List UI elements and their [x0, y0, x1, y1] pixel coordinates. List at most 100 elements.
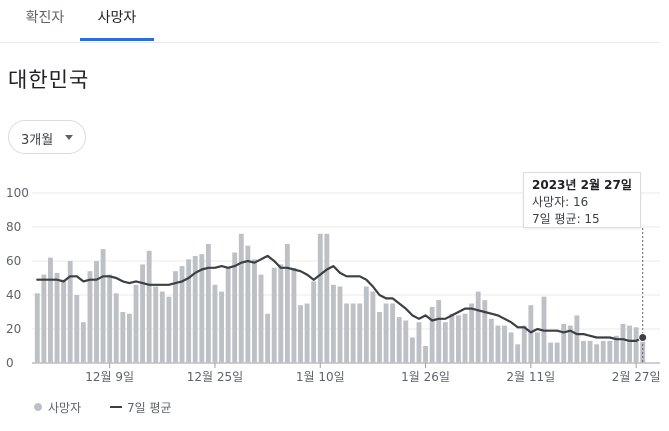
death-bar[interactable] — [74, 295, 80, 363]
death-bar[interactable] — [186, 259, 192, 363]
death-bar[interactable] — [469, 303, 475, 364]
death-bar[interactable] — [574, 315, 580, 363]
death-bar[interactable] — [449, 313, 455, 363]
death-bar[interactable] — [94, 261, 99, 363]
death-bar[interactable] — [298, 305, 303, 363]
death-bar[interactable] — [495, 325, 501, 363]
death-bar[interactable] — [528, 305, 534, 363]
death-bar[interactable] — [100, 249, 106, 363]
death-bar[interactable] — [521, 325, 527, 363]
death-bar[interactable] — [258, 274, 264, 363]
death-bar[interactable] — [232, 252, 238, 364]
death-bar[interactable] — [212, 284, 218, 363]
death-bar[interactable] — [416, 322, 422, 363]
death-bar[interactable] — [311, 281, 317, 363]
death-bar[interactable] — [271, 267, 277, 363]
death-bar[interactable] — [87, 271, 93, 363]
death-bar[interactable] — [54, 272, 60, 363]
death-bar[interactable] — [436, 300, 442, 363]
death-bar[interactable] — [252, 259, 257, 363]
death-bar[interactable] — [515, 344, 521, 363]
death-bar[interactable] — [488, 318, 494, 363]
death-bar[interactable] — [633, 327, 639, 363]
death-bar[interactable] — [120, 312, 126, 363]
death-bar[interactable] — [344, 303, 350, 364]
death-bar[interactable] — [107, 274, 113, 363]
death-bar[interactable] — [173, 271, 178, 363]
tab-confirmed-cases[interactable]: 확진자 — [25, 10, 65, 26]
death-bar[interactable] — [278, 264, 284, 363]
death-bar[interactable] — [594, 344, 600, 363]
death-bar[interactable] — [620, 323, 626, 363]
death-bar[interactable] — [377, 312, 382, 363]
death-bar[interactable] — [587, 340, 593, 363]
death-bar[interactable] — [502, 325, 507, 363]
death-bar[interactable] — [219, 291, 224, 363]
death-bar[interactable] — [548, 342, 554, 363]
death-bar[interactable] — [153, 286, 159, 364]
death-bar[interactable] — [192, 255, 198, 363]
death-bar[interactable] — [581, 340, 586, 363]
death-bar[interactable] — [113, 293, 119, 363]
death-bar[interactable] — [330, 284, 336, 363]
death-bar[interactable] — [396, 317, 402, 363]
death-bar[interactable] — [284, 244, 290, 363]
x-tick-label: 12월 25일 — [187, 370, 243, 384]
death-bar[interactable] — [561, 323, 567, 363]
death-bar[interactable] — [126, 313, 132, 363]
death-bar[interactable] — [265, 313, 271, 363]
death-bar[interactable] — [462, 313, 468, 363]
death-bar[interactable] — [383, 303, 389, 364]
death-bar[interactable] — [456, 315, 461, 363]
death-bar[interactable] — [337, 286, 343, 364]
time-range-dropdown[interactable]: 3개월 — [8, 120, 86, 154]
death-bar[interactable] — [146, 250, 152, 363]
death-bar[interactable] — [34, 293, 40, 363]
death-bar[interactable] — [627, 325, 632, 363]
death-bar[interactable] — [567, 325, 573, 363]
death-bar[interactable] — [508, 332, 514, 363]
death-bar[interactable] — [304, 303, 310, 364]
death-bar[interactable] — [357, 303, 363, 364]
death-bar[interactable] — [80, 322, 86, 363]
death-bar[interactable] — [475, 291, 481, 363]
death-bar[interactable] — [140, 264, 146, 363]
death-bar[interactable] — [350, 303, 356, 364]
death-bar[interactable] — [403, 320, 409, 364]
death-bar[interactable] — [390, 303, 396, 364]
death-bar[interactable] — [324, 233, 330, 363]
death-bar[interactable] — [159, 291, 165, 363]
death-bar[interactable] — [429, 306, 435, 363]
tab-deaths[interactable]: 사망자 — [97, 10, 137, 26]
death-bar[interactable] — [317, 233, 323, 363]
death-bar[interactable] — [61, 279, 67, 363]
death-bar[interactable] — [363, 286, 369, 364]
death-bar[interactable] — [554, 342, 560, 363]
legend-bar-swatch — [34, 403, 42, 411]
death-bar[interactable] — [423, 346, 428, 363]
death-bar[interactable] — [133, 284, 139, 363]
death-bar[interactable] — [607, 340, 613, 363]
death-bar[interactable] — [48, 257, 53, 363]
death-bar[interactable] — [41, 274, 47, 363]
death-bar[interactable] — [613, 335, 619, 363]
x-tick-label: 12월 9일 — [85, 370, 134, 384]
death-bar[interactable] — [179, 266, 185, 363]
death-bar[interactable] — [409, 337, 415, 364]
death-bar[interactable] — [291, 267, 297, 363]
death-bar[interactable] — [205, 244, 211, 363]
death-bar[interactable] — [166, 296, 172, 363]
death-bar[interactable] — [600, 340, 606, 363]
death-bar[interactable] — [245, 245, 251, 363]
death-bar[interactable] — [482, 300, 488, 363]
death-bar[interactable] — [225, 267, 231, 363]
tooltip-average: 7일 평균: 15 — [532, 212, 600, 226]
death-bar[interactable] — [534, 332, 540, 363]
death-bar[interactable] — [442, 322, 448, 363]
death-bar[interactable] — [370, 291, 376, 363]
death-bar[interactable] — [67, 261, 73, 363]
death-bar[interactable] — [238, 233, 244, 363]
chart-tooltip: 2023년 2월 27일 사망자: 16 7일 평균: 15 — [523, 172, 641, 228]
death-bar[interactable] — [199, 254, 205, 363]
deaths-chart[interactable]: 0 20 40 60 80 100 12월 9일 12월 25일 1월 10일 1월 26일 2월… — [0, 168, 669, 390]
